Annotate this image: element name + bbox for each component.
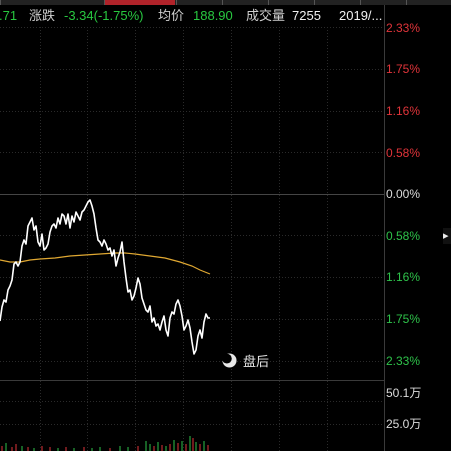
date-value: 2019/...: [339, 8, 383, 23]
axis-label-down-4: 2.33%: [386, 354, 421, 368]
tab-active[interactable]: [104, 0, 175, 5]
avg-price-line: [0, 252, 211, 275]
tab[interactable]: [222, 0, 267, 5]
change-label: 涨跌: [29, 8, 56, 23]
moon-icon: [222, 352, 237, 368]
tab-strip: [0, 0, 451, 5]
volume-bars: [1, 436, 209, 451]
price-line: [0, 199, 210, 355]
prev-value: .71: [0, 8, 18, 23]
axis-label-down-2: 1.16%: [386, 270, 421, 284]
axis-label-down-3: 1.75%: [386, 312, 421, 326]
horizontal-grid: [0, 27, 384, 425]
tab[interactable]: [314, 0, 359, 5]
vertical-grid: [40, 27, 328, 451]
volume-axis-label-mid: 25.0万: [386, 417, 422, 431]
change-value: -3.34(-1.75%): [64, 8, 144, 23]
avg-value: 188.90: [193, 8, 233, 23]
volume-axis-label-max: 50.1万: [386, 386, 422, 400]
axis-label-zero: 0.00%: [386, 187, 421, 201]
avg-label: 均价: [158, 8, 185, 23]
after-hours-label: 盘后: [243, 353, 270, 369]
after-hours-toggle[interactable]: 盘后: [222, 351, 269, 369]
tab[interactable]: [176, 0, 221, 5]
axis-label-up-3: 2.33%: [386, 21, 421, 35]
tab[interactable]: [0, 0, 9, 5]
axis-label-down-1: 0.58%: [386, 229, 421, 243]
axis-label-up-0: 0.58%: [386, 146, 421, 160]
axis-label-up-1: 1.16%: [386, 104, 421, 118]
quote-info-bar: .71 涨跌 -3.34(-1.75%) 均价 188.90 成交量 7255 …: [0, 5, 385, 27]
volume-label: 成交量: [246, 8, 286, 23]
tab[interactable]: [406, 0, 451, 5]
volume-value: 7255: [292, 8, 321, 23]
tab[interactable]: [360, 0, 405, 5]
tab[interactable]: [268, 0, 313, 5]
chevron-right-icon[interactable]: ▸: [443, 228, 451, 244]
axis-label-up-2: 1.75%: [386, 62, 421, 76]
